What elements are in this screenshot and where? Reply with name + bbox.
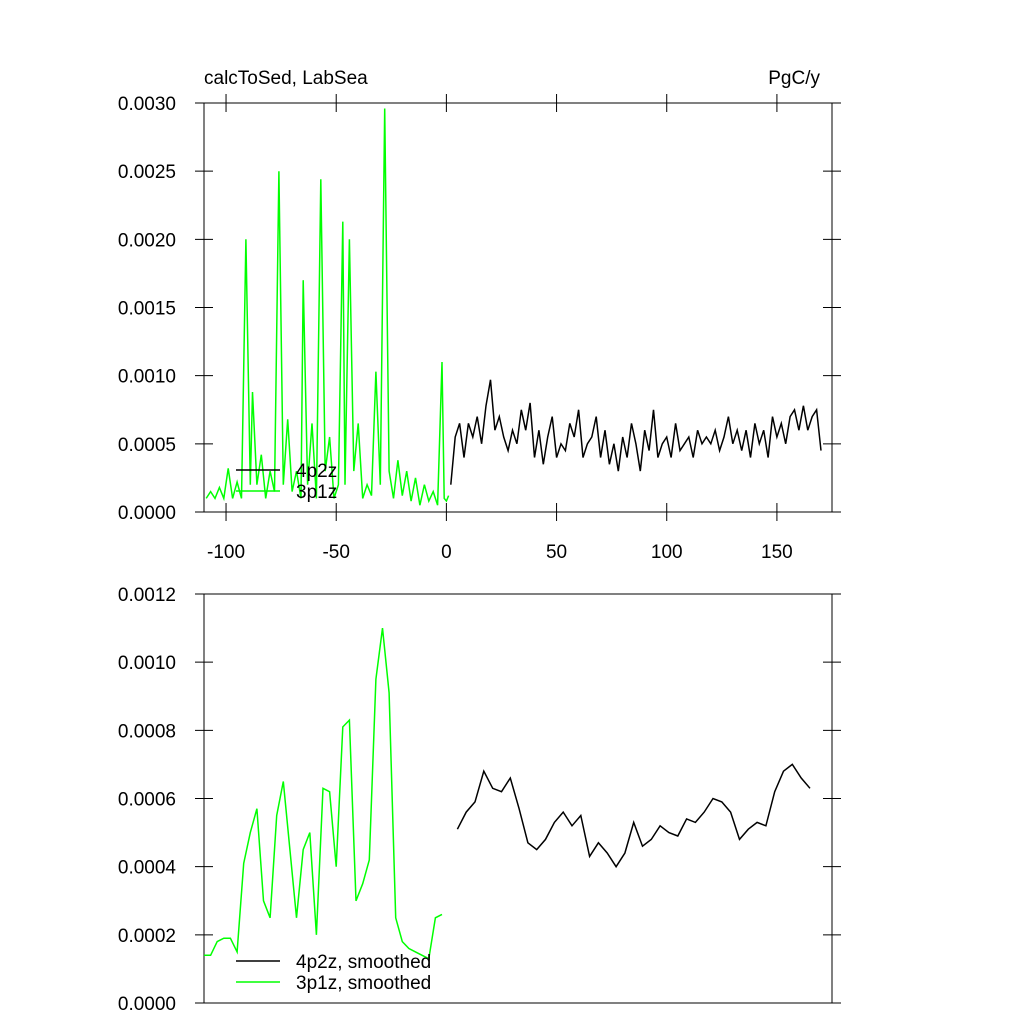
legend-label: 3p1z	[296, 482, 337, 503]
y-tick-label: 0.0010	[118, 367, 176, 388]
y-tick-label: 0.0006	[118, 790, 176, 811]
y-tick-label: 0.0010	[118, 653, 176, 674]
series-line	[456, 763, 811, 869]
x-tick-label: -100	[207, 542, 245, 563]
y-tick-label: 0.0005	[118, 435, 176, 456]
units-label: PgC/y	[768, 68, 820, 89]
x-tick-label: 0	[441, 542, 452, 563]
x-tick-label: 100	[651, 542, 683, 563]
y-tick-label: 0.0002	[118, 926, 176, 947]
series-line	[205, 108, 450, 506]
y-tick-label: 0.0000	[118, 503, 176, 524]
chart-title: calcToSed, LabSea	[204, 68, 368, 89]
series-line	[450, 379, 822, 485]
y-tick-label: 0.0030	[118, 94, 176, 115]
y-tick-label: 0.0004	[118, 858, 177, 879]
legend-label: 4p2z, smoothed	[296, 952, 431, 973]
y-tick-label: 0.0020	[118, 230, 176, 251]
legend-label: 4p2z	[296, 461, 337, 482]
plot-frame	[203, 593, 833, 1004]
y-tick-label: 0.0015	[118, 299, 176, 320]
y-tick-label: 0.0025	[118, 162, 176, 183]
plot-frame	[203, 102, 833, 513]
series-line	[204, 628, 443, 960]
y-tick-label: 0.0012	[118, 585, 176, 606]
x-tick-label: -50	[322, 542, 349, 563]
x-tick-label: 150	[761, 542, 793, 563]
legend-label: 3p1z, smoothed	[296, 973, 431, 994]
x-tick-label: 50	[546, 542, 567, 563]
y-tick-label: 0.0000	[118, 994, 176, 1015]
y-tick-label: 0.0008	[118, 721, 176, 742]
